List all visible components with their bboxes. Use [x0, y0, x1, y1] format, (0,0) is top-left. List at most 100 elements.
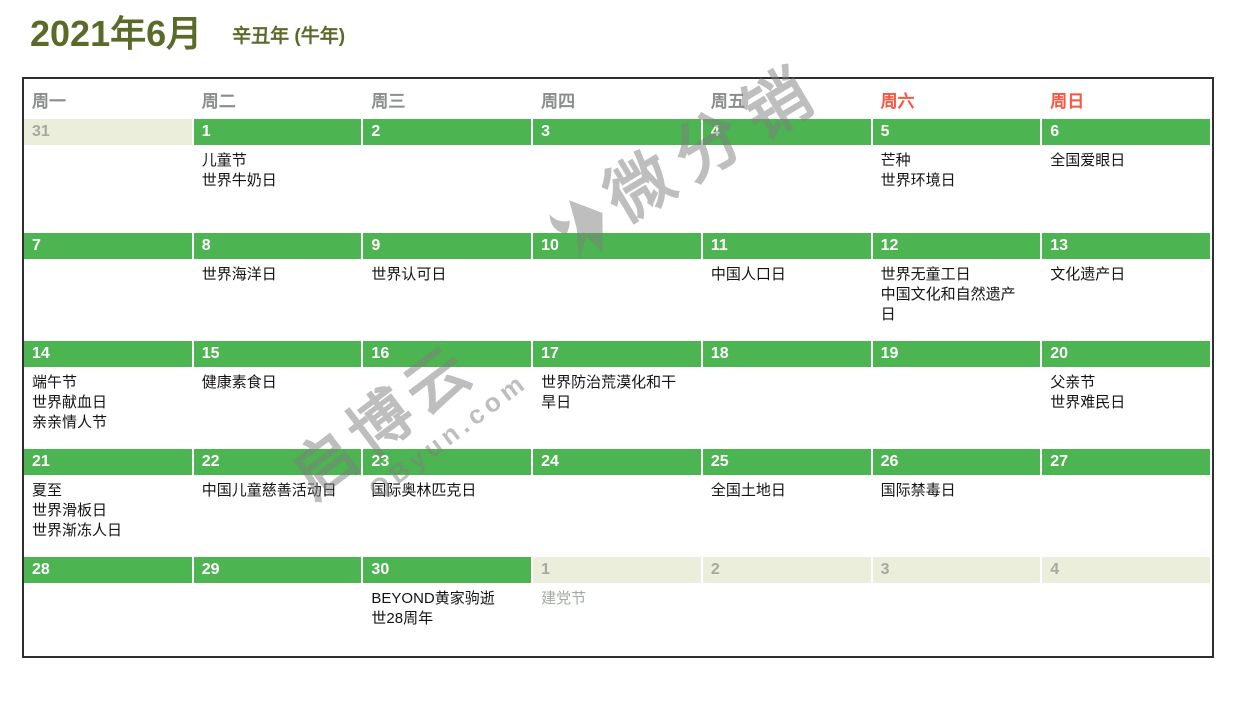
day-event: 世界认可日	[371, 266, 447, 283]
day-number: 4	[702, 119, 871, 145]
day-cell: 15 健康素食日	[193, 341, 364, 449]
day-cell: 31	[24, 119, 194, 233]
day-events: 世界认可日	[363, 259, 533, 285]
day-event: 世界环境日	[880, 172, 956, 189]
day-number: 4	[1042, 557, 1210, 583]
day-events: 国际禁毒日	[873, 475, 1043, 501]
day-number: 1	[193, 119, 362, 145]
day-event: 中国文化和自然遗产日	[880, 286, 1016, 323]
day-event: 建党节	[541, 590, 587, 607]
day-cell: 3	[872, 557, 1043, 656]
day-event: 中国儿童慈善活动日	[201, 482, 337, 499]
day-cell: 16	[363, 341, 534, 449]
day-number: 29	[193, 557, 362, 583]
day-event: 中国人口日	[710, 266, 786, 283]
day-events: 世界无童工日中国文化和自然遗产日	[873, 259, 1043, 325]
page-header: 2021年6月 辛丑年 (牛年)	[30, 12, 345, 56]
day-events: 世界防治荒漠化和干旱日	[533, 367, 703, 413]
day-cell: 10	[533, 233, 703, 341]
day-events	[1042, 475, 1212, 481]
day-number: 5	[872, 119, 1041, 145]
weekday-header-1: 周一	[32, 91, 66, 111]
day-event: 亲亲情人节	[32, 414, 108, 431]
page-title: 2021年6月	[30, 13, 203, 54]
day-number: 24	[533, 449, 701, 475]
day-event: 父亲节	[1050, 374, 1096, 391]
day-event: 世界渐冻人日	[32, 522, 123, 539]
day-event: 儿童节	[201, 152, 247, 169]
day-number: 14	[24, 341, 192, 367]
day-events: 世界海洋日	[194, 259, 364, 285]
day-cell: 6 全国爱眼日	[1042, 119, 1212, 233]
day-event: 世界滑板日	[32, 502, 108, 519]
day-event: 芒种	[880, 152, 911, 169]
day-number: 9	[363, 233, 532, 259]
day-number: 3	[533, 119, 701, 145]
day-number: 25	[702, 449, 871, 475]
day-number: 3	[872, 557, 1041, 583]
day-events: 父亲节 世界难民日	[1042, 367, 1212, 413]
day-cell: 18	[702, 341, 873, 449]
day-cell: 11 中国人口日	[702, 233, 873, 341]
day-number: 20	[1042, 341, 1210, 367]
day-cell: 25 全国土地日	[702, 449, 873, 557]
day-event: 世界献血日	[32, 394, 108, 411]
day-cell: 24	[533, 449, 703, 557]
day-cell: 7	[24, 233, 194, 341]
day-event: 世界防治荒漠化和干旱日	[541, 374, 677, 411]
weekday-header-6: 周六	[880, 91, 915, 111]
weekday-header-5: 周五	[710, 91, 745, 111]
day-events: 国际奥林匹克日	[363, 475, 533, 501]
day-cell: 12 世界无童工日 中国文化和自然遗产日	[872, 233, 1043, 341]
day-events	[1042, 583, 1212, 589]
day-events	[703, 367, 873, 373]
day-events: 夏至世界滑板日世界渐冻人日	[24, 475, 194, 541]
day-events	[24, 145, 194, 151]
day-number: 2	[363, 119, 532, 145]
day-events	[194, 583, 364, 589]
day-number: 18	[702, 341, 871, 367]
day-events: 儿童节 世界牛奶日	[194, 145, 364, 191]
day-number: 17	[533, 341, 701, 367]
day-cell: 14 端午节 世界献血日 亲亲情人节	[24, 341, 194, 449]
day-cell: 19	[872, 341, 1043, 449]
day-number: 6	[1042, 119, 1210, 145]
day-cell: 22 中国儿童慈善活动日	[193, 449, 364, 557]
day-events	[873, 367, 1043, 373]
day-event: 国际禁毒日	[880, 482, 956, 499]
day-events	[533, 475, 703, 481]
day-cell: 21 夏至 世界滑板日 世界渐冻人日	[24, 449, 194, 557]
day-cell: 20 父亲节 世界难民日	[1042, 341, 1212, 449]
day-events: 文化遗产日	[1042, 259, 1212, 285]
day-number: 10	[533, 233, 701, 259]
day-cell: 23 国际奥林匹克日	[363, 449, 534, 557]
weekday-header-7: 周日	[1050, 91, 1085, 111]
day-cell: 13 文化遗产日	[1042, 233, 1212, 341]
day-events	[24, 259, 194, 265]
day-events	[703, 145, 873, 151]
day-events	[533, 259, 703, 265]
day-event: 夏至	[32, 482, 63, 499]
day-events	[363, 145, 533, 151]
day-cell: 1 建党节	[533, 557, 703, 656]
day-number: 11	[702, 233, 871, 259]
day-event: 世界海洋日	[201, 266, 277, 283]
day-events	[533, 145, 703, 151]
day-event: BEYOND黄家驹逝世28周年	[371, 590, 495, 627]
weekday-header-2: 周二	[201, 91, 236, 111]
calendar-grid: 周一 周二 周三 周四 周五 周六 周日 31 1 儿童节 世界牛奶日 2 3 4 5 芒种 世界环境日 6 全国爱…	[22, 77, 1214, 658]
day-cell: 30 BEYOND黄家驹逝世28周年	[363, 557, 534, 656]
day-events: 芒种 世界环境日	[873, 145, 1043, 191]
day-event: 世界无童工日	[880, 266, 971, 283]
day-events: 全国土地日	[703, 475, 873, 501]
day-event: 国际奥林匹克日	[371, 482, 477, 499]
day-cell: 9 世界认可日	[363, 233, 534, 341]
day-number: 13	[1042, 233, 1210, 259]
day-cell: 4	[702, 119, 873, 233]
day-events	[703, 583, 873, 589]
day-events	[363, 367, 533, 373]
day-cell: 1 儿童节 世界牛奶日	[193, 119, 364, 233]
weekday-header-4: 周四	[541, 91, 576, 111]
day-number: 19	[872, 341, 1041, 367]
day-events: 健康素食日	[194, 367, 364, 393]
